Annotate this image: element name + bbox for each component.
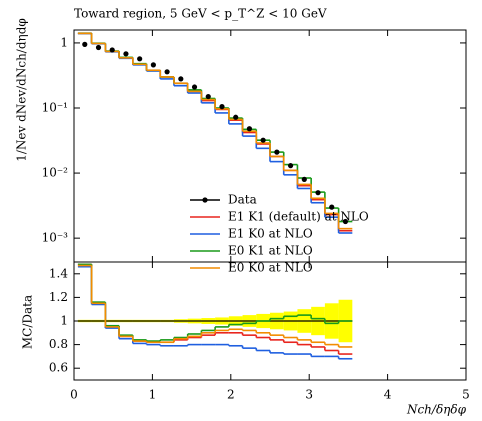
data-point: [109, 47, 115, 53]
data-point: [164, 69, 170, 75]
y-tick-label: 10⁻¹: [42, 101, 68, 115]
y-tick-label: 1.4: [49, 266, 68, 280]
data-point: [329, 204, 335, 210]
legend-label: Data: [228, 193, 257, 207]
data-point: [315, 190, 321, 196]
data-point: [137, 56, 143, 62]
y-tick-label: 1: [60, 35, 68, 49]
data-point: [233, 114, 239, 120]
y-tick-label: 0.6: [49, 361, 68, 375]
x-axis-label: Nch/δηδφ: [406, 403, 467, 417]
data-point: [150, 62, 156, 68]
y-axis-label: 1/Nev dNev/dNch/dηdφ: [15, 18, 29, 162]
x-tick-label: 1: [149, 388, 157, 402]
legend-label: E0 K1 at NLO: [228, 244, 313, 258]
y-tick-label: 10⁻³: [42, 231, 69, 245]
data-point: [82, 41, 88, 47]
legend-label: E0 K0 at NLO: [228, 261, 313, 275]
legend-label: E1 K1 (default) at NLO: [228, 210, 369, 224]
x-tick-label: 4: [384, 388, 392, 402]
x-tick-label: 3: [305, 388, 313, 402]
data-point: [342, 218, 349, 225]
y-tick-label: 0.8: [49, 337, 68, 351]
data-point: [274, 149, 280, 155]
y-tick-label: 10⁻²: [42, 166, 69, 180]
data-point: [191, 84, 198, 90]
y-tick-label: 1.2: [49, 290, 68, 304]
y-tick-label: 1: [60, 314, 68, 328]
ratio-y-label: MC/Data: [21, 295, 35, 349]
legend-marker: [202, 197, 208, 203]
data-point: [301, 176, 307, 182]
data-point: [205, 93, 211, 100]
chart-title: Toward region, 5 GeV < p_T^Z < 10 GeV: [74, 7, 327, 21]
legend-label: E1 K0 at NLO: [228, 227, 313, 241]
data-point: [219, 104, 225, 110]
data-point: [287, 163, 294, 169]
data-point: [246, 126, 253, 132]
x-tick-label: 2: [227, 388, 235, 402]
x-tick-label: 5: [462, 388, 470, 402]
data-point: [178, 76, 184, 82]
data-point: [260, 137, 266, 143]
data-point: [95, 44, 102, 51]
x-tick-label: 0: [70, 388, 78, 402]
data-point: [123, 51, 129, 57]
